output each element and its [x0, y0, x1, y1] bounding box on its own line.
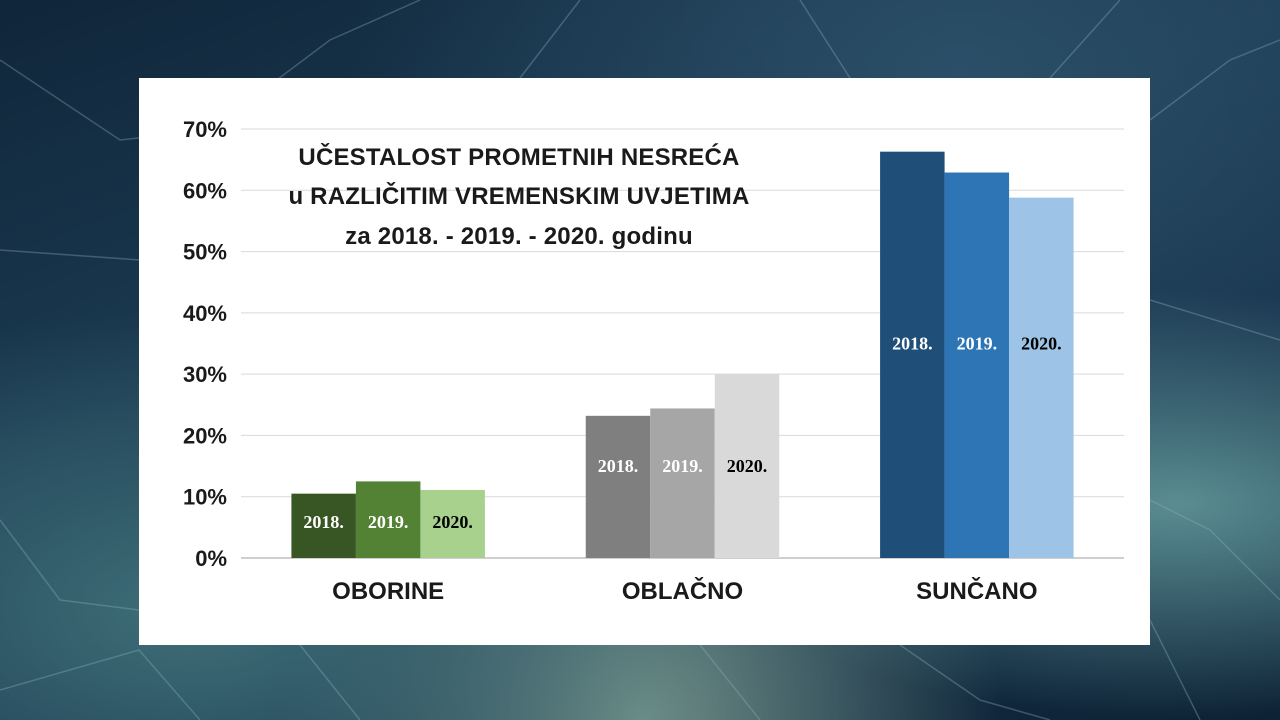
y-tick-label: 70% — [183, 117, 227, 142]
chart-title-line-2: u RAZLIČITIM VREMENSKIM UVJETIMA — [288, 183, 750, 210]
bar-data-label: 2018. — [892, 334, 933, 354]
chart-panel: 0% 10% 20% 30% 40% 50% 60% 70% 2018. 2019. 2020. OB… — [139, 78, 1150, 645]
bar — [291, 493, 356, 558]
bar — [1009, 197, 1074, 558]
y-tick-label: 10% — [183, 485, 227, 510]
bar — [944, 172, 1010, 558]
bar-data-label: 2019. — [662, 456, 703, 476]
bar-chart: 0% 10% 20% 30% 40% 50% 60% 70% 2018. 2019. 2020. OB… — [183, 117, 1124, 605]
bar — [650, 408, 715, 558]
bar-data-label: 2018. — [303, 512, 344, 532]
bar-data-label: 2018. — [598, 456, 639, 476]
bar — [714, 374, 780, 558]
y-tick-label: 60% — [183, 178, 227, 203]
bar-data-label: 2020. — [727, 456, 768, 476]
x-category-label: OBORINE — [332, 578, 444, 605]
y-tick-label: 50% — [183, 240, 227, 265]
bar-data-label: 2019. — [957, 334, 998, 354]
y-tick-label: 30% — [183, 362, 227, 387]
bar — [880, 151, 945, 558]
bar — [420, 489, 485, 558]
bar-data-label: 2020. — [1021, 334, 1061, 354]
bar-data-label: 2020. — [432, 512, 473, 532]
chart-title-line-3: za 2018. - 2019. - 2020. godinu — [345, 223, 693, 250]
y-tick-label: 0% — [195, 546, 227, 571]
bar — [355, 481, 421, 558]
bar — [585, 415, 651, 558]
x-category-label: OBLAČNO — [622, 577, 743, 605]
bar-data-label: 2019. — [368, 512, 409, 532]
chart-title-line-1: UČESTALOST PROMETNIH NESREĆA — [298, 144, 740, 171]
y-tick-label: 20% — [183, 423, 227, 448]
x-category-label: SUNČANO — [916, 577, 1037, 605]
y-tick-label: 40% — [183, 301, 227, 326]
